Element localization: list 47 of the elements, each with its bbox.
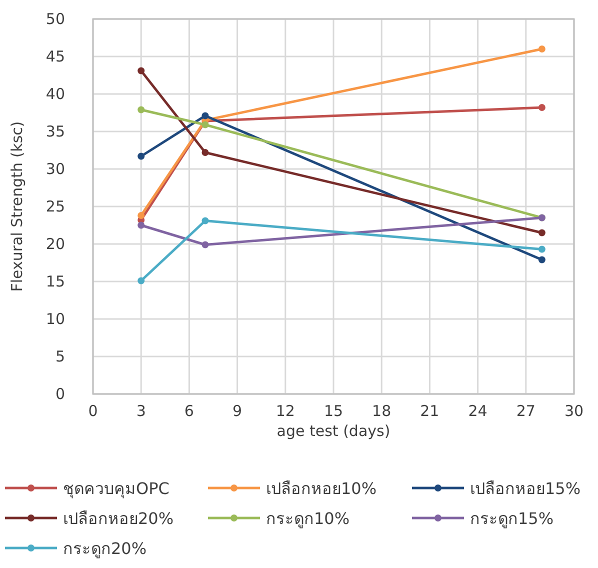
y-tick-label: 50 xyxy=(46,10,65,28)
x-tick-label: 15 xyxy=(324,402,344,420)
x-tick-label: 18 xyxy=(372,402,392,420)
point xyxy=(202,112,209,120)
y-tick-label: 10 xyxy=(46,310,65,328)
legend-label: เปลือกหอย20% xyxy=(63,509,174,528)
point xyxy=(538,104,546,111)
legend-label: กระดูก10% xyxy=(266,509,350,529)
point xyxy=(138,277,145,284)
x-tick-label: 3 xyxy=(136,402,146,420)
y-tick-label: 35 xyxy=(46,122,65,140)
legend-label: กระดูก15% xyxy=(470,509,554,529)
y-tick-label: 5 xyxy=(55,348,65,366)
x-tick-label: 30 xyxy=(564,402,584,420)
legend-label: เปลือกหอย15% xyxy=(470,479,581,498)
y-tick-label: 0 xyxy=(55,385,65,403)
point xyxy=(202,217,209,224)
x-tick-label: 6 xyxy=(184,402,194,420)
x-tick-label: 0 xyxy=(88,402,98,420)
y-tick-label: 20 xyxy=(46,235,65,253)
x-tick-label: 21 xyxy=(420,402,440,420)
point xyxy=(202,149,209,156)
point xyxy=(538,246,546,253)
point xyxy=(138,222,145,229)
legend-label: เปลือกหอย10% xyxy=(266,479,377,498)
point xyxy=(138,152,145,160)
x-tick-label: 27 xyxy=(516,402,536,420)
point xyxy=(538,229,546,236)
x-tick-label: 12 xyxy=(276,402,295,420)
point xyxy=(538,46,546,52)
x-axis-title: age test (days) xyxy=(276,422,390,440)
point xyxy=(138,212,145,219)
point xyxy=(202,121,209,128)
legend-label: ชุดควบคุมOPC xyxy=(63,479,170,499)
y-tick-label: 40 xyxy=(46,85,65,103)
y-tick-label: 30 xyxy=(46,160,65,178)
point xyxy=(138,67,145,74)
y-tick-label: 25 xyxy=(46,198,65,216)
x-tick-label: 9 xyxy=(232,402,242,420)
y-tick-label: 45 xyxy=(46,48,65,66)
point xyxy=(138,106,145,114)
y-tick-label: 15 xyxy=(46,272,65,290)
y-axis-title: Flexural Strength (ksc) xyxy=(8,121,26,292)
legend-label: กระดูก20% xyxy=(63,539,147,559)
point xyxy=(538,256,546,264)
x-tick-label: 24 xyxy=(468,402,488,420)
point xyxy=(202,241,209,248)
